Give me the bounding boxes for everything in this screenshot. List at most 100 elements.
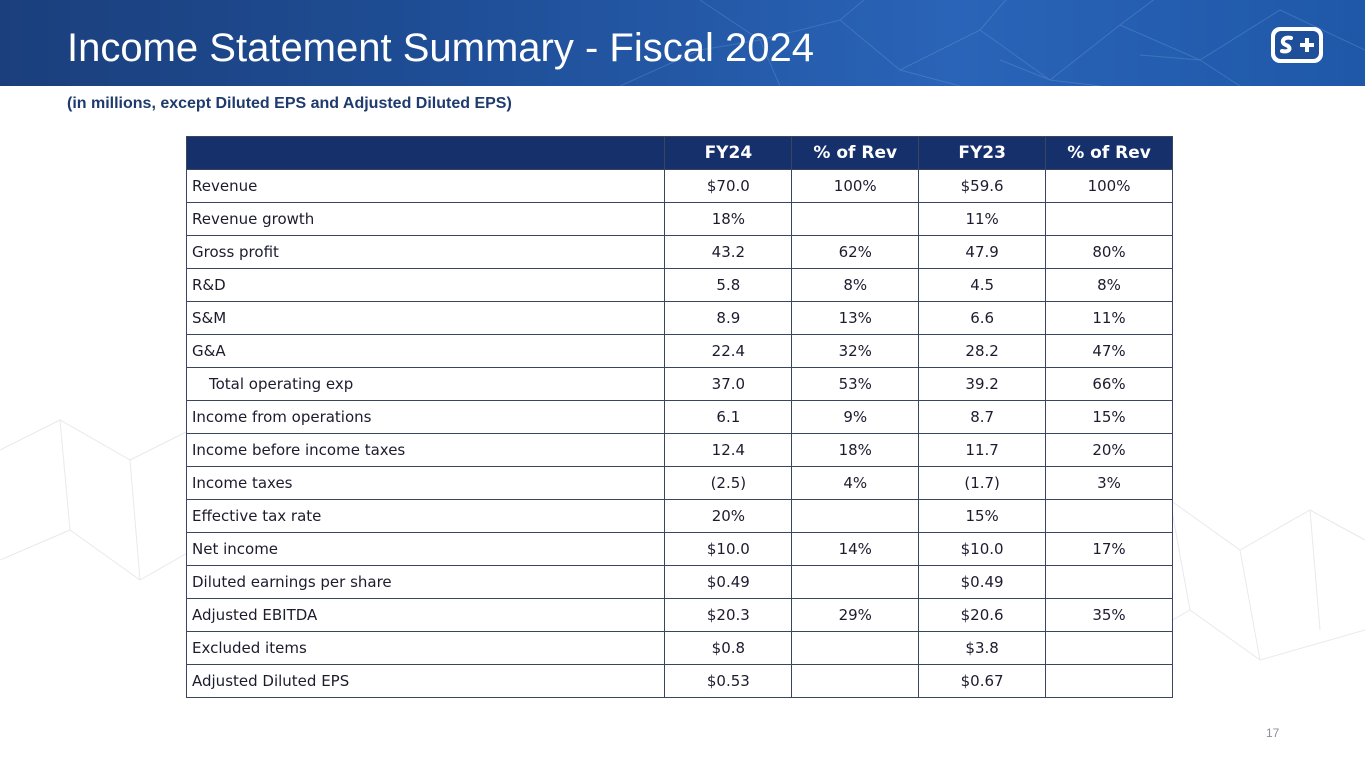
fy23-value: $3.8: [918, 631, 1047, 665]
fy24-pct-rev: 14%: [791, 532, 920, 566]
fy24-pct-rev: 18%: [791, 433, 920, 467]
header-fy24: FY24: [664, 136, 793, 170]
fy23-pct-rev: 66%: [1045, 367, 1173, 401]
fy24-pct-rev: 32%: [791, 334, 920, 368]
fy23-pct-rev: 11%: [1045, 301, 1173, 335]
table-row: Adjusted EBITDA $20.3 29% $20.6 35%: [185, 598, 1173, 632]
fy24-value: 8.9: [664, 301, 793, 335]
fy23-pct-rev: 15%: [1045, 400, 1173, 434]
fy24-value: $70.0: [664, 169, 793, 203]
header-blank: [185, 136, 666, 170]
fy24-pct-rev: [791, 631, 920, 665]
fy24-pct-rev: 29%: [791, 598, 920, 632]
fy23-value: 11%: [918, 202, 1047, 236]
fy24-pct-rev: 8%: [791, 268, 920, 302]
row-label: Excluded items: [185, 631, 666, 665]
row-label: R&D: [185, 268, 666, 302]
fy23-pct-rev: 47%: [1045, 334, 1173, 368]
fy23-pct-rev: 3%: [1045, 466, 1173, 500]
fy23-value: $0.67: [918, 664, 1047, 698]
fy24-pct-rev: 62%: [791, 235, 920, 269]
table-row: Excluded items $0.8 $3.8: [185, 631, 1173, 665]
fy24-value: $0.49: [664, 565, 793, 599]
network-pattern: [619, 0, 1365, 86]
fy23-pct-rev: [1045, 202, 1173, 236]
row-label: Net income: [185, 532, 666, 566]
fy24-value: $10.0: [664, 532, 793, 566]
fy24-pct-rev: [791, 565, 920, 599]
fy24-value: 22.4: [664, 334, 793, 368]
fy24-pct-rev: 53%: [791, 367, 920, 401]
fy23-pct-rev: [1045, 565, 1173, 599]
header-fy23: FY23: [918, 136, 1047, 170]
table-header-row: FY24 % of Rev FY23 % of Rev: [185, 136, 1173, 170]
fy23-value: 15%: [918, 499, 1047, 533]
fy23-pct-rev: 80%: [1045, 235, 1173, 269]
fy23-pct-rev: 8%: [1045, 268, 1173, 302]
row-label: Diluted earnings per share: [185, 565, 666, 599]
row-label: Income taxes: [185, 466, 666, 500]
fy23-value: 6.6: [918, 301, 1047, 335]
fy23-value: 39.2: [918, 367, 1047, 401]
fy24-pct-rev: 13%: [791, 301, 920, 335]
fy24-value: $0.53: [664, 664, 793, 698]
fy24-value: 37.0: [664, 367, 793, 401]
table-row: Effective tax rate 20% 15%: [185, 499, 1173, 533]
fy24-value: $20.3: [664, 598, 793, 632]
fy23-pct-rev: 35%: [1045, 598, 1173, 632]
table-row: Diluted earnings per share $0.49 $0.49: [185, 565, 1173, 599]
fy24-value: 12.4: [664, 433, 793, 467]
fy24-value: (2.5): [664, 466, 793, 500]
row-label: Revenue growth: [185, 202, 666, 236]
table-row: R&D 5.8 8% 4.5 8%: [185, 268, 1173, 302]
table-row: Total operating exp 37.0 53% 39.2 66%: [185, 367, 1173, 401]
fy23-pct-rev: [1045, 631, 1173, 665]
fy23-pct-rev: [1045, 664, 1173, 698]
fy24-value: $0.8: [664, 631, 793, 665]
page-number: 17: [1266, 726, 1280, 740]
fy23-value: $59.6: [918, 169, 1047, 203]
header-band: Income Statement Summary - Fiscal 2024: [0, 0, 1365, 86]
row-label: Total operating exp: [185, 367, 666, 401]
table-row: Income from operations 6.1 9% 8.7 15%: [185, 400, 1173, 434]
row-label: S&M: [185, 301, 666, 335]
row-label: Adjusted Diluted EPS: [185, 664, 666, 698]
row-label: Revenue: [185, 169, 666, 203]
fy23-pct-rev: 20%: [1045, 433, 1173, 467]
fy23-value: $20.6: [918, 598, 1047, 632]
table-row: Adjusted Diluted EPS $0.53 $0.67: [185, 664, 1173, 698]
company-logo: [1271, 27, 1323, 63]
table-row: Gross profit 43.2 62% 47.9 80%: [185, 235, 1173, 269]
table-row: Income taxes (2.5) 4% (1.7) 3%: [185, 466, 1173, 500]
fy24-pct-rev: 9%: [791, 400, 920, 434]
fy24-value: 20%: [664, 499, 793, 533]
fy23-pct-rev: 17%: [1045, 532, 1173, 566]
income-statement-table: FY24 % of Rev FY23 % of Rev Revenue $70.…: [185, 136, 1173, 698]
fy24-value: 5.8: [664, 268, 793, 302]
row-label: Adjusted EBITDA: [185, 598, 666, 632]
fy23-pct-rev: [1045, 499, 1173, 533]
fy23-value: 47.9: [918, 235, 1047, 269]
table-row: Income before income taxes 12.4 18% 11.7…: [185, 433, 1173, 467]
fy23-value: 8.7: [918, 400, 1047, 434]
row-label: Effective tax rate: [185, 499, 666, 533]
fy24-pct-rev: [791, 499, 920, 533]
row-label: Gross profit: [185, 235, 666, 269]
fy23-value: 4.5: [918, 268, 1047, 302]
fy24-value: 43.2: [664, 235, 793, 269]
fy24-pct-rev: 100%: [791, 169, 920, 203]
fy24-pct-rev: 4%: [791, 466, 920, 500]
fy24-value: 18%: [664, 202, 793, 236]
fy24-pct-rev: [791, 664, 920, 698]
fy23-value: 11.7: [918, 433, 1047, 467]
row-label: G&A: [185, 334, 666, 368]
header-fy24-pct-rev: % of Rev: [791, 136, 920, 170]
table-row: Net income $10.0 14% $10.0 17%: [185, 532, 1173, 566]
table-row: S&M 8.9 13% 6.6 11%: [185, 301, 1173, 335]
fy24-pct-rev: [791, 202, 920, 236]
table-row: Revenue growth 18% 11%: [185, 202, 1173, 236]
fy24-value: 6.1: [664, 400, 793, 434]
units-note: (in millions, except Diluted EPS and Adj…: [67, 95, 512, 112]
fy23-value: (1.7): [918, 466, 1047, 500]
row-label: Income before income taxes: [185, 433, 666, 467]
